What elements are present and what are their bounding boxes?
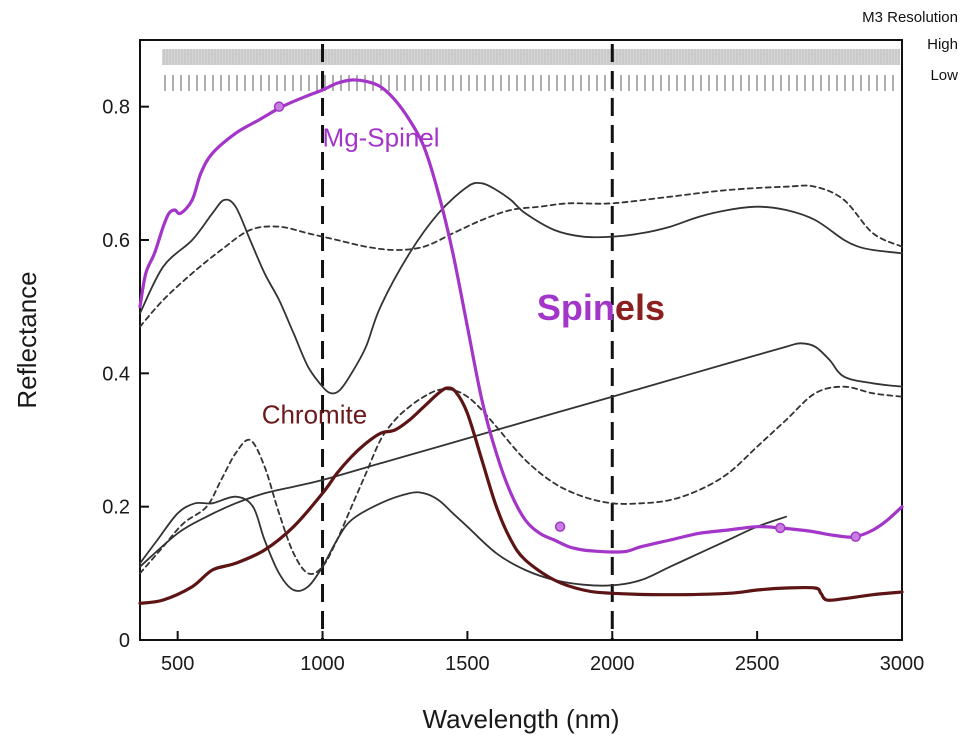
series-marker [273, 101, 285, 112]
x-tick-label: 2000 [590, 653, 635, 675]
x-tick-label: 500 [161, 653, 194, 675]
series-line-6 [139, 491, 787, 592]
series-line-2 [139, 181, 903, 395]
resolution-high-label: High [927, 36, 958, 53]
y-tick-label: 0.8 [102, 97, 130, 119]
x-tick-label: 2500 [735, 653, 780, 675]
annotation-spinels-part2: els [615, 287, 665, 328]
y-axis-title: Reflectance [12, 271, 42, 408]
series-line-3 [139, 184, 903, 328]
x-tick-label: 3000 [880, 653, 925, 675]
y-tick-label: 0.4 [102, 363, 130, 385]
y-tick-label: 0 [119, 630, 130, 652]
y-tick-label: 0.2 [102, 497, 130, 519]
annotation-mg-spinel: Mg-Spinel [323, 123, 440, 153]
y-axis-ticks: 0 0.2 0.4 0.6 0.8 [102, 97, 149, 652]
reference-lines [321, 44, 614, 640]
high-resolution-bar [162, 49, 900, 65]
series-line-5 [139, 385, 903, 575]
resolution-legend: M3 Resolution High Low [162, 9, 958, 91]
series-marker [850, 531, 861, 542]
annotation-spinels-part1: Spin [537, 287, 615, 328]
y-tick-label: 0.6 [102, 230, 130, 252]
x-tick-label: 1000 [300, 653, 345, 675]
series-line-4 [139, 342, 903, 568]
series-layer [138, 78, 904, 605]
series-marker [775, 522, 786, 534]
x-axis-title: Wavelength (nm) [423, 704, 620, 734]
markers-layer [273, 101, 861, 542]
annotation-chromite: Chromite [262, 399, 367, 429]
series-marker [554, 521, 566, 532]
x-axis-ticks: 500 1000 1500 2000 2500 3000 [161, 631, 924, 675]
plot-frame [139, 39, 903, 641]
series-line-0 [138, 78, 904, 554]
resolution-low-label: Low [930, 67, 958, 84]
annotation-spinels: Spinels [537, 287, 665, 328]
low-resolution-bar [164, 75, 894, 91]
high-resolution-band [162, 49, 900, 65]
x-tick-label: 1500 [445, 653, 490, 675]
annotations: Mg-Spinel Chromite Spinels [262, 123, 665, 430]
resolution-title: M3 Resolution [862, 9, 958, 26]
series-line-1 [138, 386, 904, 605]
